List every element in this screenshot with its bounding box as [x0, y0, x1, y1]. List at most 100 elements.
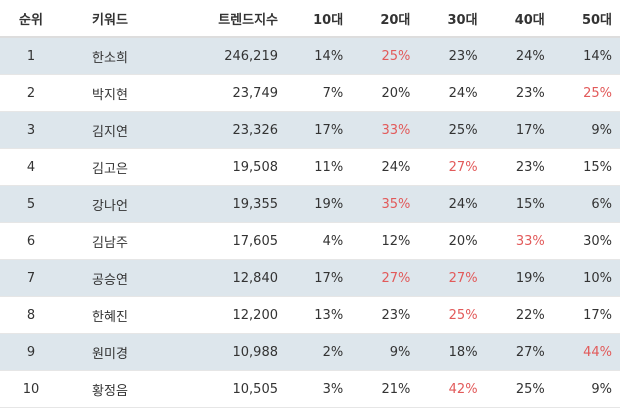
cell-age50: 6% [552, 185, 620, 223]
table-row: 3 김지연 23,326 17% 33% 25% 17% 9% [0, 111, 620, 149]
table-row: 2 박지현 23,749 7% 20% 24% 23% 25% [0, 74, 620, 112]
header-rank: 순위 [0, 0, 62, 38]
cell-rank: 2 [0, 74, 62, 112]
cell-trend-index: 19,508 [158, 148, 284, 186]
cell-rank: 8 [0, 296, 62, 334]
table-row: 4 김고은 19,508 11% 24% 27% 23% 15% [0, 148, 620, 186]
cell-age10: 2% [284, 333, 352, 371]
cell-age50: 30% [552, 222, 620, 260]
cell-age30: 24% [418, 74, 486, 112]
cell-age20: 33% [351, 111, 419, 149]
header-age10: 10대 [284, 0, 352, 38]
cell-age20: 25% [351, 37, 419, 75]
table-row: 7 공승연 12,840 17% 27% 27% 19% 10% [0, 259, 620, 297]
cell-keyword: 김고은 [62, 148, 158, 186]
table-row: 1 한소희 246,219 14% 25% 23% 24% 14% [0, 37, 620, 75]
table-row: 10 황정음 10,505 3% 21% 42% 25% 9% [0, 370, 620, 408]
cell-age40: 27% [485, 333, 553, 371]
cell-age20: 35% [351, 185, 419, 223]
cell-age30: 27% [418, 148, 486, 186]
cell-age30: 24% [418, 185, 486, 223]
cell-keyword: 박지현 [62, 74, 158, 112]
cell-age20: 20% [351, 74, 419, 112]
cell-age40: 19% [485, 259, 553, 297]
cell-age10: 4% [284, 222, 352, 260]
cell-trend-index: 12,840 [158, 259, 284, 297]
cell-age40: 24% [485, 37, 553, 75]
cell-age50: 25% [552, 74, 620, 112]
cell-age50: 10% [552, 259, 620, 297]
cell-rank: 6 [0, 222, 62, 260]
cell-keyword: 공승연 [62, 259, 158, 297]
cell-rank: 9 [0, 333, 62, 371]
cell-keyword: 강나언 [62, 185, 158, 223]
header-age40: 40대 [485, 0, 553, 38]
cell-rank: 10 [0, 370, 62, 408]
cell-age50: 15% [552, 148, 620, 186]
cell-age30: 27% [418, 259, 486, 297]
cell-rank: 3 [0, 111, 62, 149]
cell-age10: 19% [284, 185, 352, 223]
cell-trend-index: 10,505 [158, 370, 284, 408]
cell-age30: 25% [418, 111, 486, 149]
cell-keyword: 원미경 [62, 333, 158, 371]
cell-age30: 25% [418, 296, 486, 334]
cell-trend-index: 246,219 [158, 37, 284, 75]
cell-trend-index: 12,200 [158, 296, 284, 334]
cell-age20: 24% [351, 148, 419, 186]
cell-age30: 18% [418, 333, 486, 371]
header-age30: 30대 [418, 0, 486, 38]
cell-age40: 15% [485, 185, 553, 223]
cell-age20: 27% [351, 259, 419, 297]
cell-age10: 3% [284, 370, 352, 408]
header-trend-index: 트렌드지수 [158, 0, 284, 38]
cell-age50: 17% [552, 296, 620, 334]
table-row: 5 강나언 19,355 19% 35% 24% 15% 6% [0, 185, 620, 223]
cell-age20: 21% [351, 370, 419, 408]
cell-age40: 23% [485, 74, 553, 112]
cell-age10: 13% [284, 296, 352, 334]
cell-age50: 44% [552, 333, 620, 371]
header-age20: 20대 [351, 0, 419, 38]
cell-trend-index: 17,605 [158, 222, 284, 260]
header-age50: 50대 [552, 0, 620, 38]
cell-age40: 17% [485, 111, 553, 149]
cell-trend-index: 23,749 [158, 74, 284, 112]
cell-age20: 9% [351, 333, 419, 371]
table-body: 1 한소희 246,219 14% 25% 23% 24% 14% 2 박지현 23,749 7% 20… [0, 37, 620, 408]
cell-trend-index: 19,355 [158, 185, 284, 223]
cell-age50: 9% [552, 111, 620, 149]
cell-rank: 4 [0, 148, 62, 186]
cell-age10: 14% [284, 37, 352, 75]
cell-rank: 1 [0, 37, 62, 75]
cell-age30: 23% [418, 37, 486, 75]
cell-age10: 17% [284, 111, 352, 149]
table-row: 9 원미경 10,988 2% 9% 18% 27% 44% [0, 333, 620, 371]
cell-keyword: 황정음 [62, 370, 158, 408]
cell-age10: 7% [284, 74, 352, 112]
cell-keyword: 김남주 [62, 222, 158, 260]
cell-age10: 17% [284, 259, 352, 297]
cell-rank: 7 [0, 259, 62, 297]
table-row: 6 김남주 17,605 4% 12% 20% 33% 30% [0, 222, 620, 260]
cell-trend-index: 10,988 [158, 333, 284, 371]
table-row: 8 한혜진 12,200 13% 23% 25% 22% 17% [0, 296, 620, 334]
cell-age50: 14% [552, 37, 620, 75]
cell-age30: 42% [418, 370, 486, 408]
cell-keyword: 김지연 [62, 111, 158, 149]
header-row: 순위 키워드 트렌드지수 10대 20대 30대 40대 50대 [0, 0, 620, 38]
table-header: 순위 키워드 트렌드지수 10대 20대 30대 40대 50대 [0, 0, 620, 38]
cell-age40: 22% [485, 296, 553, 334]
header-keyword: 키워드 [62, 0, 158, 38]
cell-age40: 33% [485, 222, 553, 260]
cell-age50: 9% [552, 370, 620, 408]
cell-rank: 5 [0, 185, 62, 223]
cell-age40: 25% [485, 370, 553, 408]
cell-age10: 11% [284, 148, 352, 186]
cell-age20: 12% [351, 222, 419, 260]
cell-age40: 23% [485, 148, 553, 186]
cell-age30: 20% [418, 222, 486, 260]
cell-keyword: 한소희 [62, 37, 158, 75]
cell-trend-index: 23,326 [158, 111, 284, 149]
